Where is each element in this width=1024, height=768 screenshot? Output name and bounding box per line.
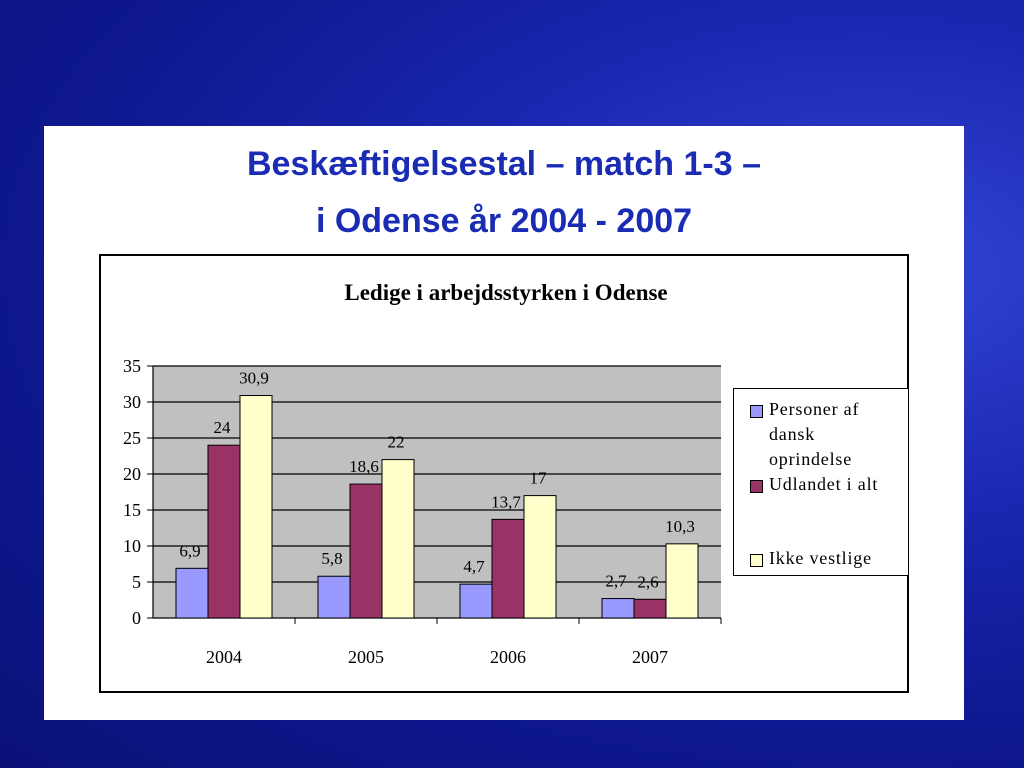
- bar: [491, 518, 525, 619]
- data-label: 13,7: [491, 492, 521, 511]
- data-label: 5,8: [321, 549, 342, 568]
- slide-card: Beskæftigelsestal – match 1-3 – i Odense…: [44, 126, 964, 720]
- legend-swatch-ikke-vestlige: [750, 554, 763, 567]
- y-tick-label: 25: [123, 428, 141, 448]
- y-tick-label: 20: [123, 464, 141, 484]
- bar: [207, 444, 241, 619]
- data-label: 24: [214, 418, 232, 437]
- chart-frame: Ledige i arbejdsstyrken i Odense 0 5 10 15 2…: [99, 254, 909, 693]
- y-tick-label: 5: [132, 572, 141, 592]
- data-label: 22: [388, 433, 405, 452]
- data-label: 10,3: [665, 517, 695, 536]
- legend-swatch-udlandet: [750, 480, 763, 493]
- bar: [175, 567, 209, 619]
- bar: [381, 459, 415, 619]
- bar: [601, 598, 635, 619]
- legend-swatch-dansk: [750, 405, 763, 418]
- data-label: 6,9: [179, 541, 200, 560]
- x-tick-label: 2006: [490, 647, 526, 667]
- data-label: 17: [530, 469, 548, 488]
- data-label: 30,9: [239, 369, 269, 388]
- bar: [633, 598, 667, 619]
- slide-title: Beskæftigelsestal – match 1-3 – i Odense…: [44, 136, 964, 250]
- bar: [523, 495, 557, 619]
- bar-chart: 0 5 10 15 20 25 30 35 2004 6,9 24 30,9 2005 5,8 18,6 22…: [123, 356, 722, 667]
- slide-title-line-2: i Odense år 2004 - 2007: [315, 202, 693, 240]
- x-tick-label: 2004: [206, 647, 242, 667]
- x-tick-label: 2007: [632, 647, 668, 667]
- bar: [349, 483, 383, 619]
- y-tick-label: 15: [123, 500, 141, 520]
- y-tick-label: 30: [123, 392, 141, 412]
- data-label: 4,7: [463, 557, 485, 576]
- data-label: 2,6: [637, 572, 658, 591]
- data-label: 2,7: [605, 572, 627, 591]
- bar: [459, 583, 493, 619]
- chart-legend: Personer af dansk oprindelse Udlandet i …: [733, 388, 909, 576]
- y-tick-label: 35: [123, 356, 141, 376]
- chart-title: Ledige i arbejdsstyrken i Odense: [344, 280, 668, 305]
- legend-label-udlandet: Udlandet i alt: [769, 474, 879, 494]
- y-tick-label: 0: [132, 608, 141, 628]
- x-tick-label: 2005: [348, 647, 384, 667]
- y-tick-label: 10: [123, 536, 141, 556]
- data-label: 18,6: [349, 457, 379, 476]
- legend-label-dansk: Personer af dansk oprindelse: [769, 399, 860, 469]
- bar: [239, 395, 273, 619]
- bar: [665, 543, 699, 619]
- bar: [317, 575, 351, 619]
- slide-title-line-1: Beskæftigelsestal – match 1-3 –: [246, 145, 762, 183]
- legend-label-ikke-vestlige: Ikke vestlige: [769, 548, 872, 568]
